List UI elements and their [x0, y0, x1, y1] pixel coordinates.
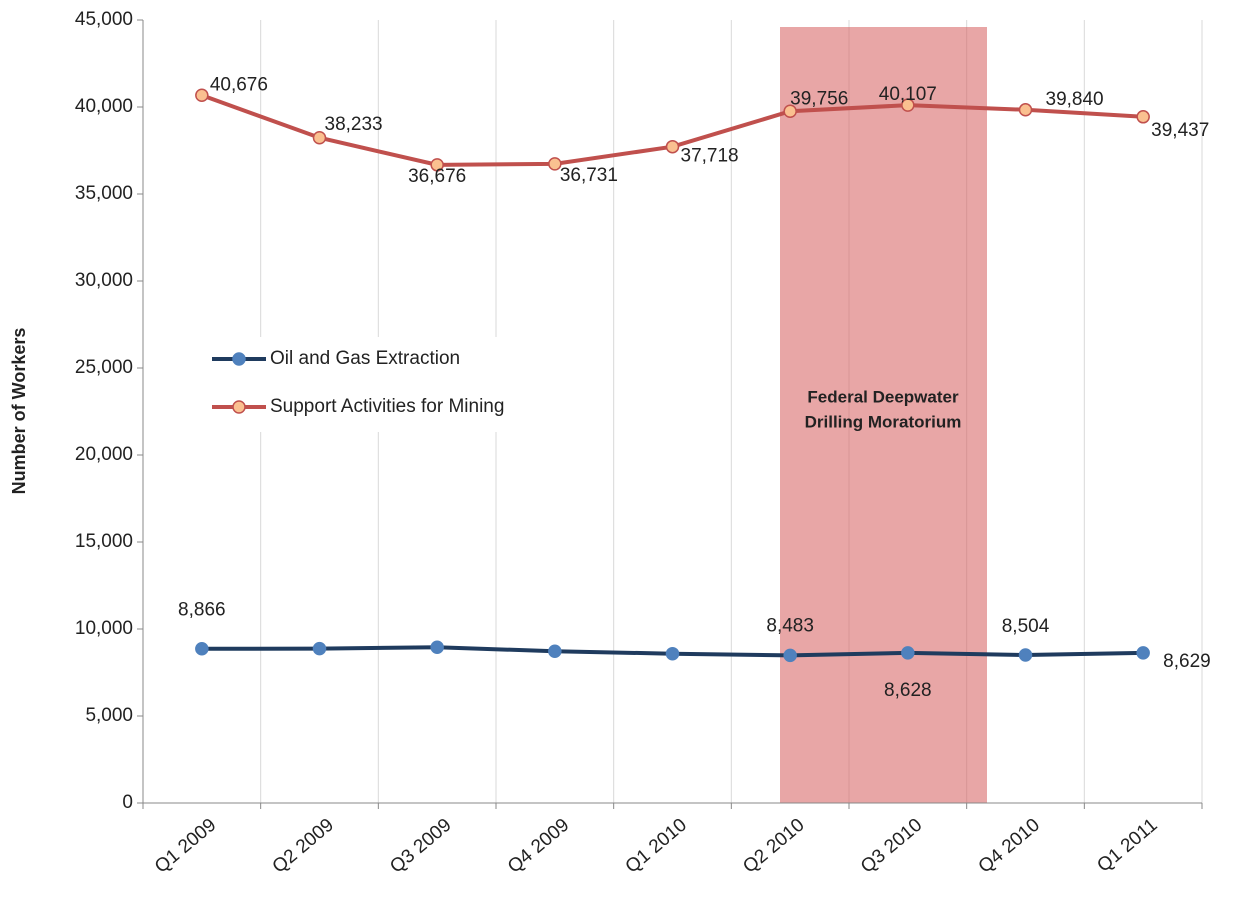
marker: [665, 646, 680, 661]
marker: [901, 98, 915, 112]
y-tick-label: 25,000: [75, 357, 133, 378]
marker: [783, 104, 797, 118]
moratorium-band: [780, 27, 987, 803]
y-tick-label: 15,000: [75, 531, 133, 552]
marker: [783, 648, 797, 663]
x-tick-label: Q1 2009: [151, 815, 220, 878]
y-tick-label: 30,000: [75, 270, 133, 291]
legend-label: Oil and Gas Extraction: [270, 348, 460, 369]
x-tick-label: Q4 2010: [975, 815, 1044, 878]
data-label: 40,676: [210, 74, 268, 95]
marker: [1136, 110, 1150, 124]
x-tick-label: Q1 2010: [622, 815, 691, 878]
legend-marker: [232, 400, 246, 414]
marker: [665, 139, 680, 154]
marker: [430, 158, 444, 172]
x-tick-label: Q4 2009: [504, 815, 573, 878]
marker: [1018, 648, 1033, 662]
y-axis-label: Number of Workers: [9, 328, 29, 495]
marker: [430, 640, 444, 655]
marker: [312, 130, 327, 145]
y-tick-label: 40,000: [75, 96, 133, 117]
marker: [548, 644, 562, 659]
legend-label: Support Activities for Mining: [270, 396, 504, 417]
data-label: 39,437: [1151, 120, 1209, 141]
data-label: 8,629: [1163, 651, 1211, 672]
y-tick-label: 5,000: [85, 705, 133, 726]
x-tick-label: Q1 2011: [1093, 815, 1161, 877]
y-tick-label: 0: [122, 792, 133, 813]
data-label: 37,718: [681, 146, 739, 167]
y-tick-label: 10,000: [75, 618, 133, 639]
data-label: 8,483: [766, 615, 814, 636]
y-tick-label: 35,000: [75, 183, 133, 204]
y-tick-label: 20,000: [75, 444, 133, 465]
x-tick-label: Q2 2009: [269, 815, 338, 878]
data-label: 8,504: [1002, 616, 1050, 637]
annotation: Federal Deepwater: [807, 387, 959, 406]
data-label: 39,756: [790, 88, 848, 109]
x-tick-label: Q3 2010: [857, 815, 926, 878]
data-label: 36,731: [560, 165, 618, 186]
data-label: 40,107: [879, 84, 937, 105]
legend-marker: [232, 352, 246, 366]
y-tick-label: 45,000: [75, 9, 133, 30]
data-label: 8,866: [178, 600, 226, 621]
x-tick-label: Q3 2009: [386, 815, 455, 878]
marker: [901, 646, 915, 660]
marker: [548, 157, 562, 171]
annotation: Drilling Moratorium: [805, 412, 962, 431]
x-tick-label: Q2 2010: [739, 815, 808, 878]
marker: [1136, 646, 1150, 660]
data-label: 8,628: [884, 680, 932, 701]
marker: [195, 88, 209, 102]
marker: [195, 641, 209, 656]
data-label: 38,233: [325, 114, 383, 135]
legend-box: [205, 337, 595, 432]
marker: [1018, 103, 1033, 117]
data-label: 36,676: [408, 166, 466, 187]
data-label: 39,840: [1046, 89, 1104, 110]
marker: [312, 641, 327, 656]
